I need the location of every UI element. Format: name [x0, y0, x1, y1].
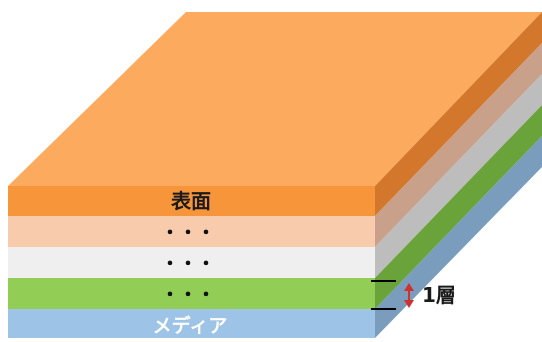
layer-3-front	[8, 247, 375, 278]
layer-surface: 表面	[8, 12, 542, 216]
arrow-head-down-icon	[404, 300, 414, 308]
layer-2-dots: ・・・	[161, 223, 215, 244]
layer-media: メディア	[8, 136, 542, 338]
layer-2: ・・・	[8, 43, 542, 247]
layer-4-dots: ・・・	[161, 285, 215, 306]
layer-2-side	[375, 43, 542, 247]
layer-surface-label: 表面	[171, 189, 211, 213]
layer-4: ・・・	[8, 105, 542, 309]
thickness-label: 1層	[422, 283, 456, 307]
layer-surface-front	[8, 186, 375, 216]
thickness-bracket	[371, 280, 396, 310]
layer-surface-side	[375, 12, 542, 216]
layer-4-front	[8, 278, 375, 309]
layer-2-front	[8, 216, 375, 247]
stack-top-face	[8, 12, 542, 186]
layer-3: ・・・	[8, 74, 542, 278]
layer-4-side	[375, 105, 542, 309]
layer-media-front	[8, 309, 375, 338]
layer-thickness-annotation: 1層	[371, 280, 456, 310]
layer-3-dots: ・・・	[161, 254, 215, 275]
layer-media-side	[375, 136, 542, 338]
layer-media-label: メディア	[153, 314, 228, 337]
arrow-head-up-icon	[404, 283, 414, 291]
layer-3-side	[375, 74, 542, 278]
